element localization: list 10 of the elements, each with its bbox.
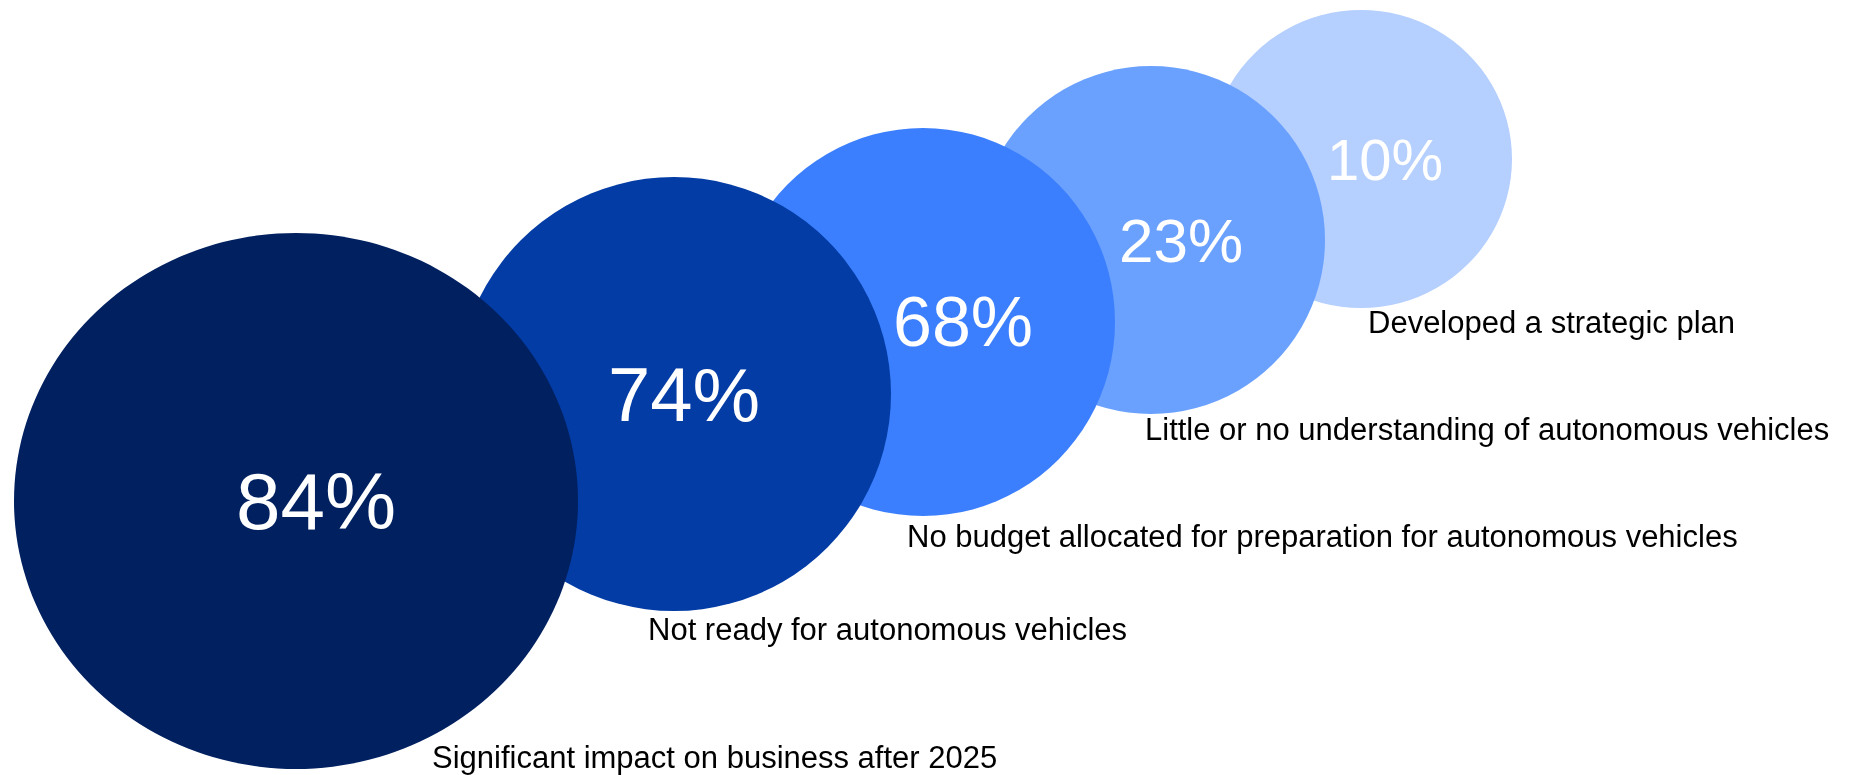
data-label: 10%: [1326, 126, 1444, 192]
data-label: 74%: [607, 351, 761, 437]
category-label: No budget allocated for preparation for autonomous vehicles: [907, 519, 1738, 554]
category-label: Developed a strategic plan: [1368, 305, 1736, 340]
data-label: 23%: [1118, 205, 1244, 275]
data-label: 68%: [892, 283, 1034, 361]
category-label: Not ready for autonomous vehicles: [648, 612, 1128, 647]
category-label: Little or no understanding of autonomous vehicles: [1145, 412, 1830, 447]
data-label: 84%: [235, 456, 397, 546]
category-label: Significant impact on business after 2025: [432, 740, 998, 775]
